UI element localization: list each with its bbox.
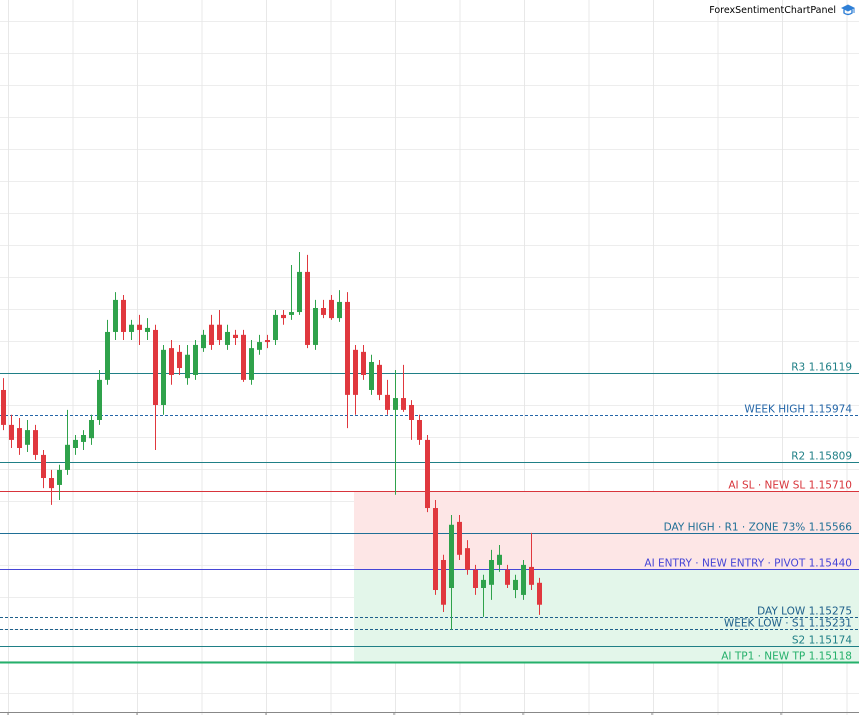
candle-body xyxy=(281,314,286,319)
candle-body xyxy=(417,419,422,440)
level-label: DAY HIGH · R1 · ZONE 73% 1.15566 xyxy=(664,522,853,534)
trade-zone xyxy=(354,491,859,569)
candle-body xyxy=(153,329,158,405)
level-label: AI TP1 · NEW TP 1.15118 xyxy=(721,651,852,663)
level-label: DAY LOW 1.15275 xyxy=(757,606,852,618)
levels xyxy=(0,373,859,664)
candle-body xyxy=(161,349,166,405)
candle-body xyxy=(409,404,414,420)
level-label: WEEK LOW · S1 1.15231 xyxy=(724,618,852,630)
candle-body xyxy=(369,361,374,390)
candle-body xyxy=(33,430,38,455)
candle-body xyxy=(113,299,118,332)
candle-body xyxy=(305,271,310,345)
candle-body xyxy=(393,398,398,410)
candle-body xyxy=(353,349,358,395)
candle-body xyxy=(521,564,526,595)
candle-body xyxy=(401,398,406,410)
candle-body xyxy=(289,312,294,315)
level-label: S2 1.15174 xyxy=(792,635,852,647)
candle-body xyxy=(513,579,518,591)
level-label: AI ENTRY · NEW ENTRY · PIVOT 1.15440 xyxy=(644,558,852,570)
level-label: R2 1.15809 xyxy=(791,451,852,463)
candle-body xyxy=(57,469,62,485)
level-label: AI SL · NEW SL 1.15710 xyxy=(728,480,852,492)
candle-body xyxy=(9,424,14,440)
candle-body xyxy=(337,301,342,319)
candle-body xyxy=(177,351,182,369)
candle-body xyxy=(457,521,462,555)
candle-body xyxy=(481,579,486,588)
candle-body xyxy=(65,444,70,470)
candle-body xyxy=(241,334,246,380)
candle-body xyxy=(321,307,326,315)
candle-body xyxy=(137,324,142,330)
level-label: WEEK HIGH 1.15974 xyxy=(744,404,852,416)
candle-body xyxy=(225,331,230,345)
candle-body xyxy=(385,394,390,410)
candles xyxy=(1,251,542,630)
candle-body xyxy=(505,569,510,585)
candle-body xyxy=(465,548,470,570)
candle-body xyxy=(361,351,366,375)
candle-body xyxy=(249,348,254,380)
candle-body xyxy=(313,307,318,345)
candle-body xyxy=(537,582,542,605)
level-label: R3 1.16119 xyxy=(791,362,852,374)
candle-body xyxy=(89,419,94,439)
candle-body xyxy=(129,324,134,332)
candle-body xyxy=(377,364,382,395)
candle-body xyxy=(73,439,78,448)
candle-body xyxy=(97,379,102,420)
candle-body xyxy=(433,508,438,591)
candle-body xyxy=(297,271,302,313)
candle-body xyxy=(121,299,126,332)
candle-body xyxy=(529,566,534,585)
candle-body xyxy=(489,559,494,585)
candle-body xyxy=(17,428,22,448)
candle-body xyxy=(233,334,238,339)
candle-body xyxy=(145,327,150,332)
zones xyxy=(354,491,859,662)
panel-icon xyxy=(841,4,855,16)
candle-body xyxy=(273,314,278,341)
candle-body xyxy=(25,430,30,445)
candle-body xyxy=(425,439,430,509)
candle-body xyxy=(185,354,190,379)
candle-body xyxy=(209,324,214,345)
candle-body xyxy=(169,348,174,375)
candle-body xyxy=(265,340,270,343)
candle-body xyxy=(441,559,446,605)
candle-body xyxy=(473,569,478,588)
candle-body xyxy=(217,324,222,341)
candle-body xyxy=(257,342,262,350)
candle-body xyxy=(105,331,110,380)
candle-body xyxy=(201,334,206,349)
panel-title: ForexSentimentChartPanel xyxy=(709,5,836,16)
candle-body xyxy=(329,299,334,319)
candle-body xyxy=(449,524,454,588)
candle-body xyxy=(41,454,46,479)
candle-body xyxy=(497,554,502,565)
level-labels: R3 1.16119 WEEK HIGH 1.15974 R2 1.15809 AI … xyxy=(644,362,852,663)
candle-body xyxy=(81,435,86,442)
candle-body xyxy=(49,478,54,489)
candle-body xyxy=(1,389,6,425)
candle-body xyxy=(345,301,350,395)
candle-body xyxy=(193,344,198,375)
